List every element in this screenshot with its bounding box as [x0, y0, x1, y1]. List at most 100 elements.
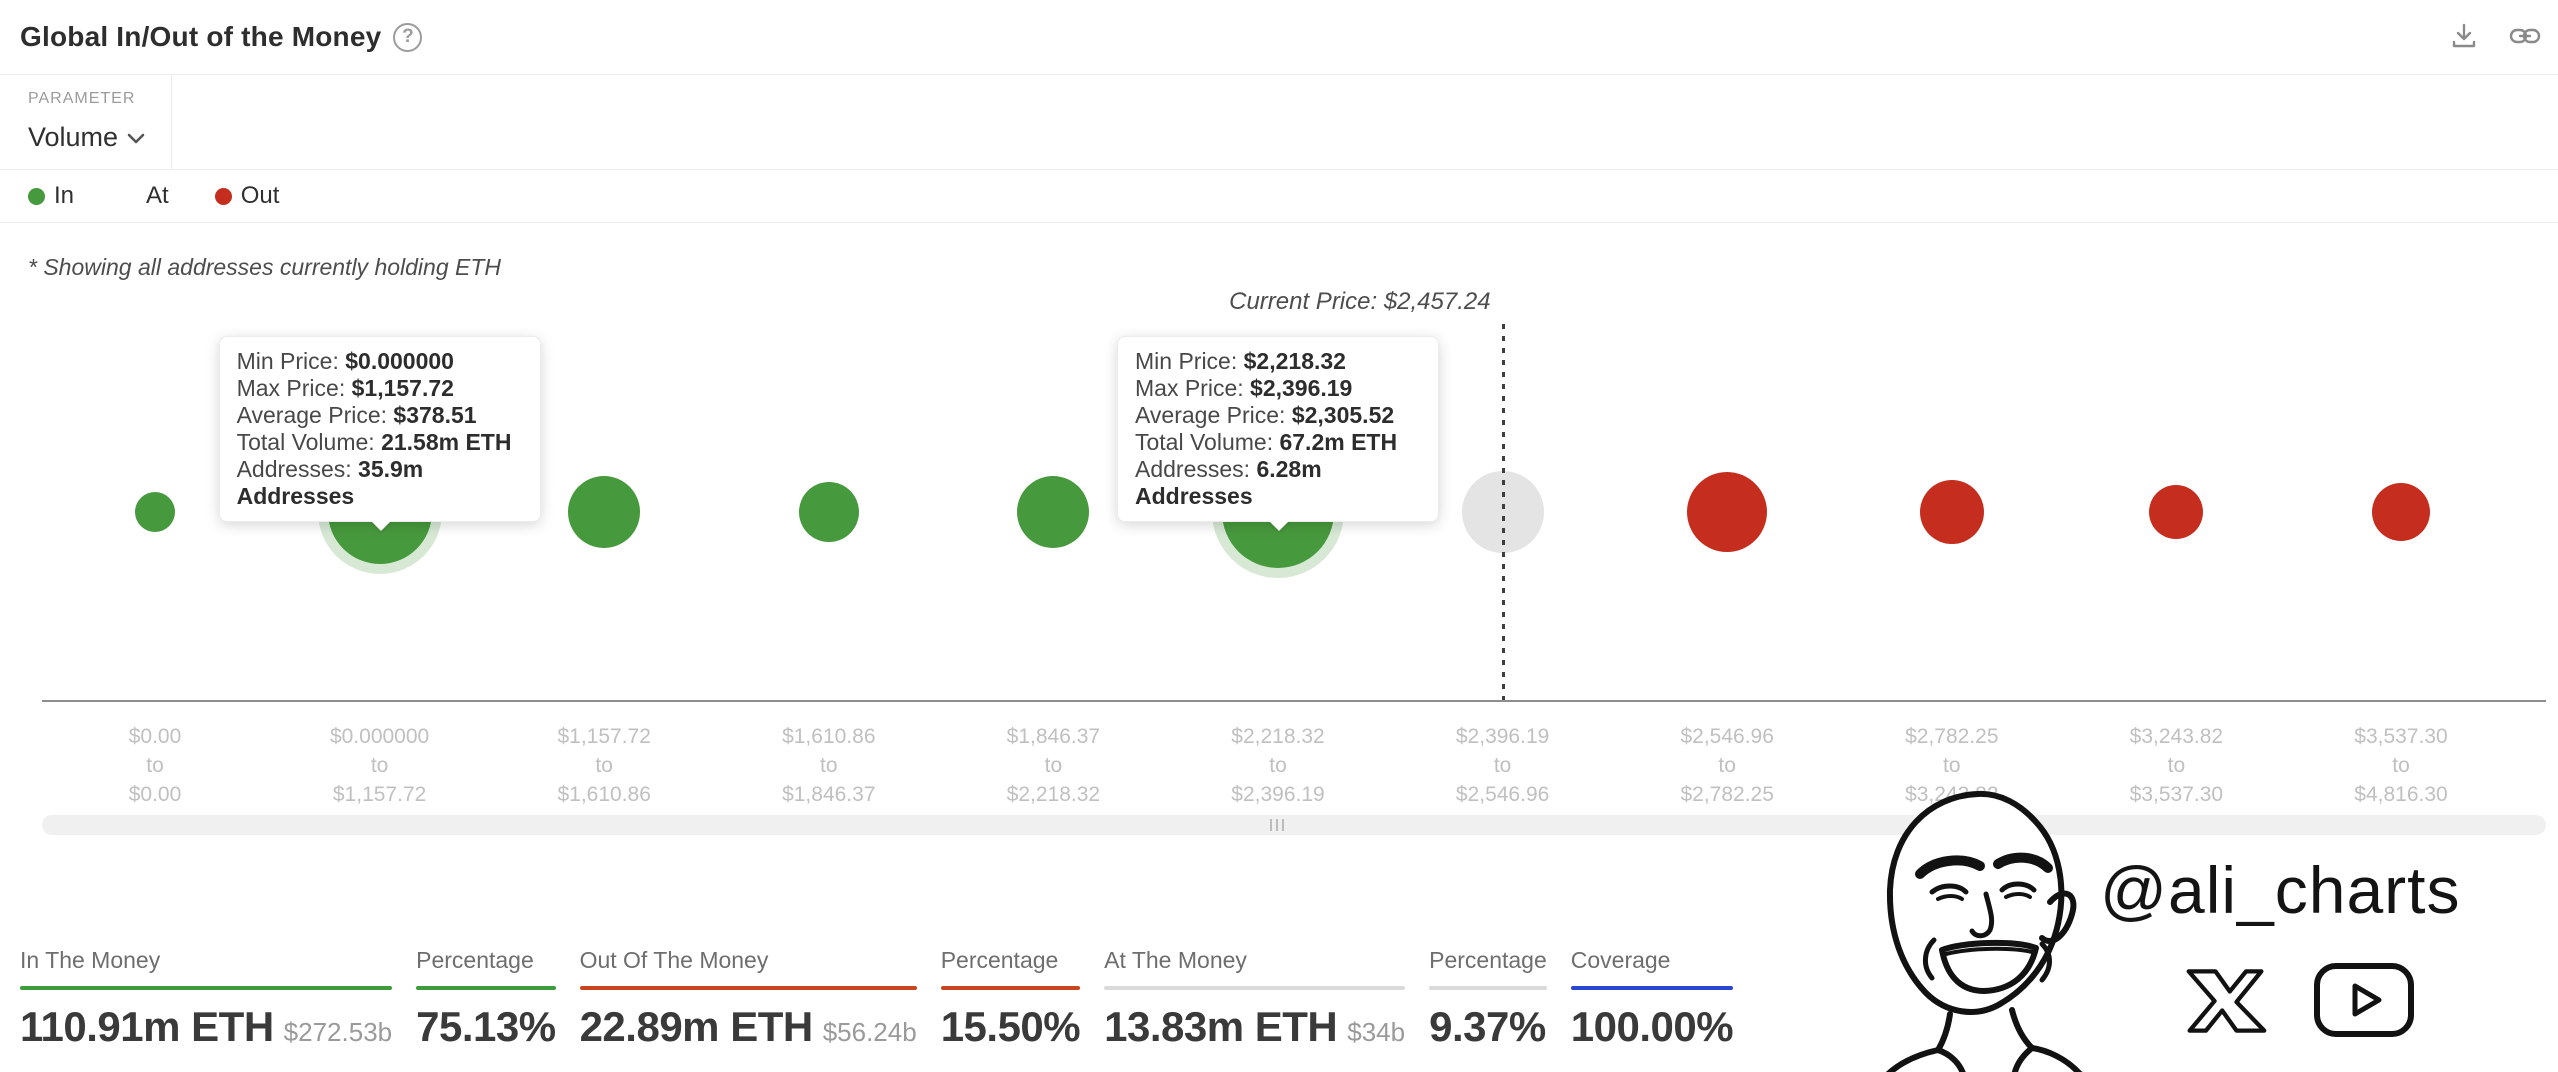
stat-label: Percentage: [1429, 947, 1547, 973]
stat-underline: [20, 986, 393, 990]
stat-label: Coverage: [1570, 947, 1671, 973]
bubble-out-the-money[interactable]: [2149, 485, 2204, 539]
stat-coverage: Coverage 100.00%: [1570, 946, 1734, 1051]
bubble-in-the-money[interactable]: [135, 492, 175, 532]
page-title: Global In/Out of the Money: [20, 21, 382, 52]
legend: In At Out: [0, 170, 2558, 223]
stat-secondary-value: $56.24b: [822, 1017, 917, 1047]
stat-label: Out Of The Money: [579, 947, 769, 973]
tooltip-row: Total Volume: 21.58m ETH: [236, 429, 512, 455]
stat-percentage: Percentage 75.13%: [416, 946, 556, 1051]
stat-value-row: 13.83m ETH $34b: [1104, 1003, 1405, 1051]
stat-value: 75.13%: [416, 1003, 556, 1050]
stat-value: 13.83m ETH: [1104, 1003, 1338, 1050]
stat-percentage: Percentage 9.37%: [1429, 946, 1547, 1051]
stat-in-the-money: In The Money 110.91m ETH $272.53b: [20, 946, 393, 1051]
x-axis-label: $2,396.19 to $2,546.96: [1455, 725, 1550, 806]
tooltip-row: Addresses: 35.9m Addresses: [236, 456, 424, 509]
tooltip-row: Max Price: $2,396.19: [1135, 375, 1353, 401]
stat-value: 110.91m ETH: [20, 1003, 274, 1050]
bubble-tooltip: Min Price: $2,218.32 Max Price: $2,396.19…: [1117, 336, 1439, 531]
stat-secondary-value: $272.53b: [283, 1017, 393, 1047]
stat-label: At The Money: [1104, 947, 1247, 973]
bubble-out-the-money[interactable]: [2372, 483, 2430, 541]
legend-label: Out: [240, 182, 280, 209]
x-axis-label: $1,846.37 to $2,218.32: [1006, 725, 1101, 806]
x-axis-label: $1,157.72 to $1,610.86: [557, 725, 651, 806]
legend-item-out[interactable]: Out: [214, 182, 280, 210]
current-price-line: [1501, 324, 1505, 701]
parameter-selected-value: Volume: [28, 122, 119, 152]
stat-value-row: 75.13%: [416, 1003, 556, 1051]
youtube-logo-icon: [2313, 962, 2415, 1043]
legend-dot-icon: [120, 188, 137, 205]
stat-underline: [416, 986, 556, 990]
legend-item-at[interactable]: At: [120, 182, 169, 210]
stat-label: Percentage: [416, 947, 534, 973]
parameter-row: PARAMETER Volume: [0, 76, 2558, 170]
x-logo-icon: [2183, 968, 2269, 1039]
stat-underline: [940, 986, 1081, 990]
bubble-in-the-money[interactable]: [568, 476, 641, 548]
stat-value-row: 22.89m ETH $56.24b: [580, 1003, 917, 1051]
x-axis-label: $1,610.86 to $1,846.37: [782, 725, 876, 806]
tooltip-row: Average Price: $2,305.52: [1135, 402, 1395, 428]
legend-dot-icon: [28, 187, 45, 205]
stat-underline: [1429, 986, 1547, 990]
legend-label: At: [146, 182, 169, 209]
stat-value-row: 110.91m ETH $272.53b: [20, 1003, 392, 1051]
watermark-handle: @ali_charts: [2100, 853, 2461, 927]
parameter-cell: PARAMETER Volume: [0, 76, 172, 169]
x-axis-label: $2,218.32 to $2,396.19: [1231, 725, 1325, 806]
tooltip-row: Addresses: 6.28m Addresses: [1135, 456, 1322, 509]
stat-out-of-the-money: Out Of The Money 22.89m ETH $56.24b: [579, 946, 917, 1051]
x-axis-line: [42, 700, 2546, 702]
stat-percentage: Percentage 15.50%: [940, 946, 1081, 1051]
x-axis-label: $0.000000 to $1,157.72: [329, 725, 430, 806]
stat-value: 9.37%: [1429, 1003, 1546, 1050]
bubble-in-the-money[interactable]: [1017, 476, 1090, 548]
stat-value: 22.89m ETH: [579, 1003, 814, 1050]
widget-header: Global In/Out of the Money ?: [0, 0, 2558, 75]
bubble-tooltip: Min Price: $0.000000 Max Price: $1,157.72…: [218, 336, 541, 531]
legend-label: In: [54, 182, 75, 209]
copy-link-icon[interactable]: [2508, 20, 2542, 57]
bubble-out-the-money[interactable]: [1687, 472, 1768, 552]
stat-value: 15.50%: [940, 1003, 1081, 1050]
stat-value-row: 100.00%: [1570, 1003, 1734, 1051]
tooltip-row: Max Price: $1,157.72: [236, 375, 454, 401]
current-price-label: Current Price: $2,457.24: [1229, 288, 1491, 315]
stat-underline: [579, 986, 917, 990]
parameter-label: PARAMETER: [28, 90, 136, 107]
tooltip-row: Min Price: $2,218.32: [1135, 348, 1346, 374]
tooltip-pointer: [369, 520, 392, 531]
help-icon[interactable]: ?: [393, 22, 423, 52]
chevron-down-icon: [126, 122, 146, 153]
tooltip-pointer: [1268, 520, 1290, 531]
x-axis-label: $0.00 to $0.00: [128, 725, 182, 806]
stat-value: 100.00%: [1570, 1003, 1734, 1050]
legend-item-in[interactable]: In: [28, 182, 74, 210]
parameter-select[interactable]: Volume: [28, 122, 171, 153]
stat-underline: [1104, 986, 1406, 990]
stats-footer: In The Money 110.91m ETH $272.53b Percentag…: [20, 946, 1734, 1051]
stat-value-row: 15.50%: [940, 1003, 1081, 1051]
bubble-in-the-money[interactable]: [798, 482, 859, 542]
bubble-out-the-money[interactable]: [1919, 480, 1984, 544]
holders-note: * Showing all addresses currently holdin…: [28, 254, 502, 280]
stat-underline: [1570, 986, 1734, 990]
stat-at-the-money: At The Money 13.83m ETH $34b: [1104, 946, 1406, 1051]
stat-secondary-value: $34b: [1347, 1017, 1406, 1047]
header-actions: [2448, 20, 2542, 57]
tooltip-row: Min Price: $0.000000: [236, 348, 454, 374]
tooltip-row: Average Price: $378.51: [236, 402, 477, 428]
horizontal-scrollbar[interactable]: [42, 815, 2546, 835]
tooltip-row: Total Volume: 67.2m ETH: [1135, 429, 1398, 455]
x-axis-label: $2,782.25 to $3,243.82: [1905, 725, 1999, 806]
x-axis-label: $3,537.30 to $4,816.30: [2354, 725, 2448, 806]
scrollbar-grip-icon[interactable]: [1270, 819, 1284, 831]
stat-value-row: 9.37%: [1429, 1003, 1547, 1051]
stat-label: In The Money: [20, 947, 161, 973]
download-icon[interactable]: [2448, 20, 2480, 57]
